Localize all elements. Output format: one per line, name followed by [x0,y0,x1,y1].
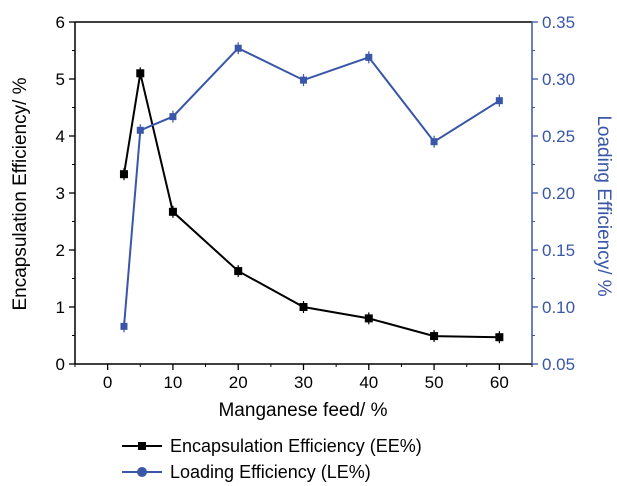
left-y-tick-label: 6 [56,13,65,32]
legend-label-1: Encapsulation Efficiency (EE%) [170,436,422,456]
right-y-tick-label: 0.10 [542,298,575,317]
series-2-point [495,97,503,105]
x-axis-title: Manganese feed/ % [218,400,387,421]
series-line-1 [123,73,500,339]
x-tick-label: 20 [229,373,248,392]
right-y-tick-label: 0.30 [542,70,575,89]
series-2-point [300,76,307,84]
right-y-tick-label: 0.20 [542,184,575,203]
series-2-point [120,322,128,330]
legend-circle-marker [137,467,147,477]
legend-label-2: Loading Efficiency (LE%) [170,462,371,482]
x-tick-label: 50 [425,373,444,392]
right-y-tick-label: 0.05 [542,355,575,374]
x-tick-label: 30 [294,373,313,392]
series-2-point [430,138,438,146]
series-2-point [136,126,144,134]
series-group [119,42,504,344]
series-2-point [234,44,242,52]
left-y-tick-label: 5 [56,70,65,89]
left-y-tick-label: 3 [56,184,65,203]
x-tick-label: 40 [359,373,378,392]
right-y-tick-label: 0.15 [542,241,575,260]
x-tick-label: 60 [490,373,509,392]
right-y-tick-label: 0.25 [542,127,575,146]
left-y-tick-label: 4 [56,127,65,146]
right-y-axis-title: Loading Efficiency/ % [593,115,614,296]
series-line-2 [123,46,500,327]
legend-square-marker [138,442,146,450]
legend: Encapsulation Efficiency (EE%) Loading Ef… [122,436,422,482]
series-2-point [169,113,177,121]
left-y-tick-label: 2 [56,241,65,260]
left-y-tick-label: 1 [56,298,65,317]
axes-group: 0 10 20 30 40 50 60 0 1 2 3 4 5 6 0.05 0.10 0.15 0.20 0.25… [56,13,576,392]
left-y-axis-title: Encapsulation Efficiency/ % [10,77,31,310]
series-2-point [365,53,373,61]
right-y-tick-label: 0.35 [542,13,575,32]
left-y-tick-label: 0 [56,355,65,374]
x-tick-label: 0 [103,373,112,392]
x-tick-label: 10 [163,373,182,392]
